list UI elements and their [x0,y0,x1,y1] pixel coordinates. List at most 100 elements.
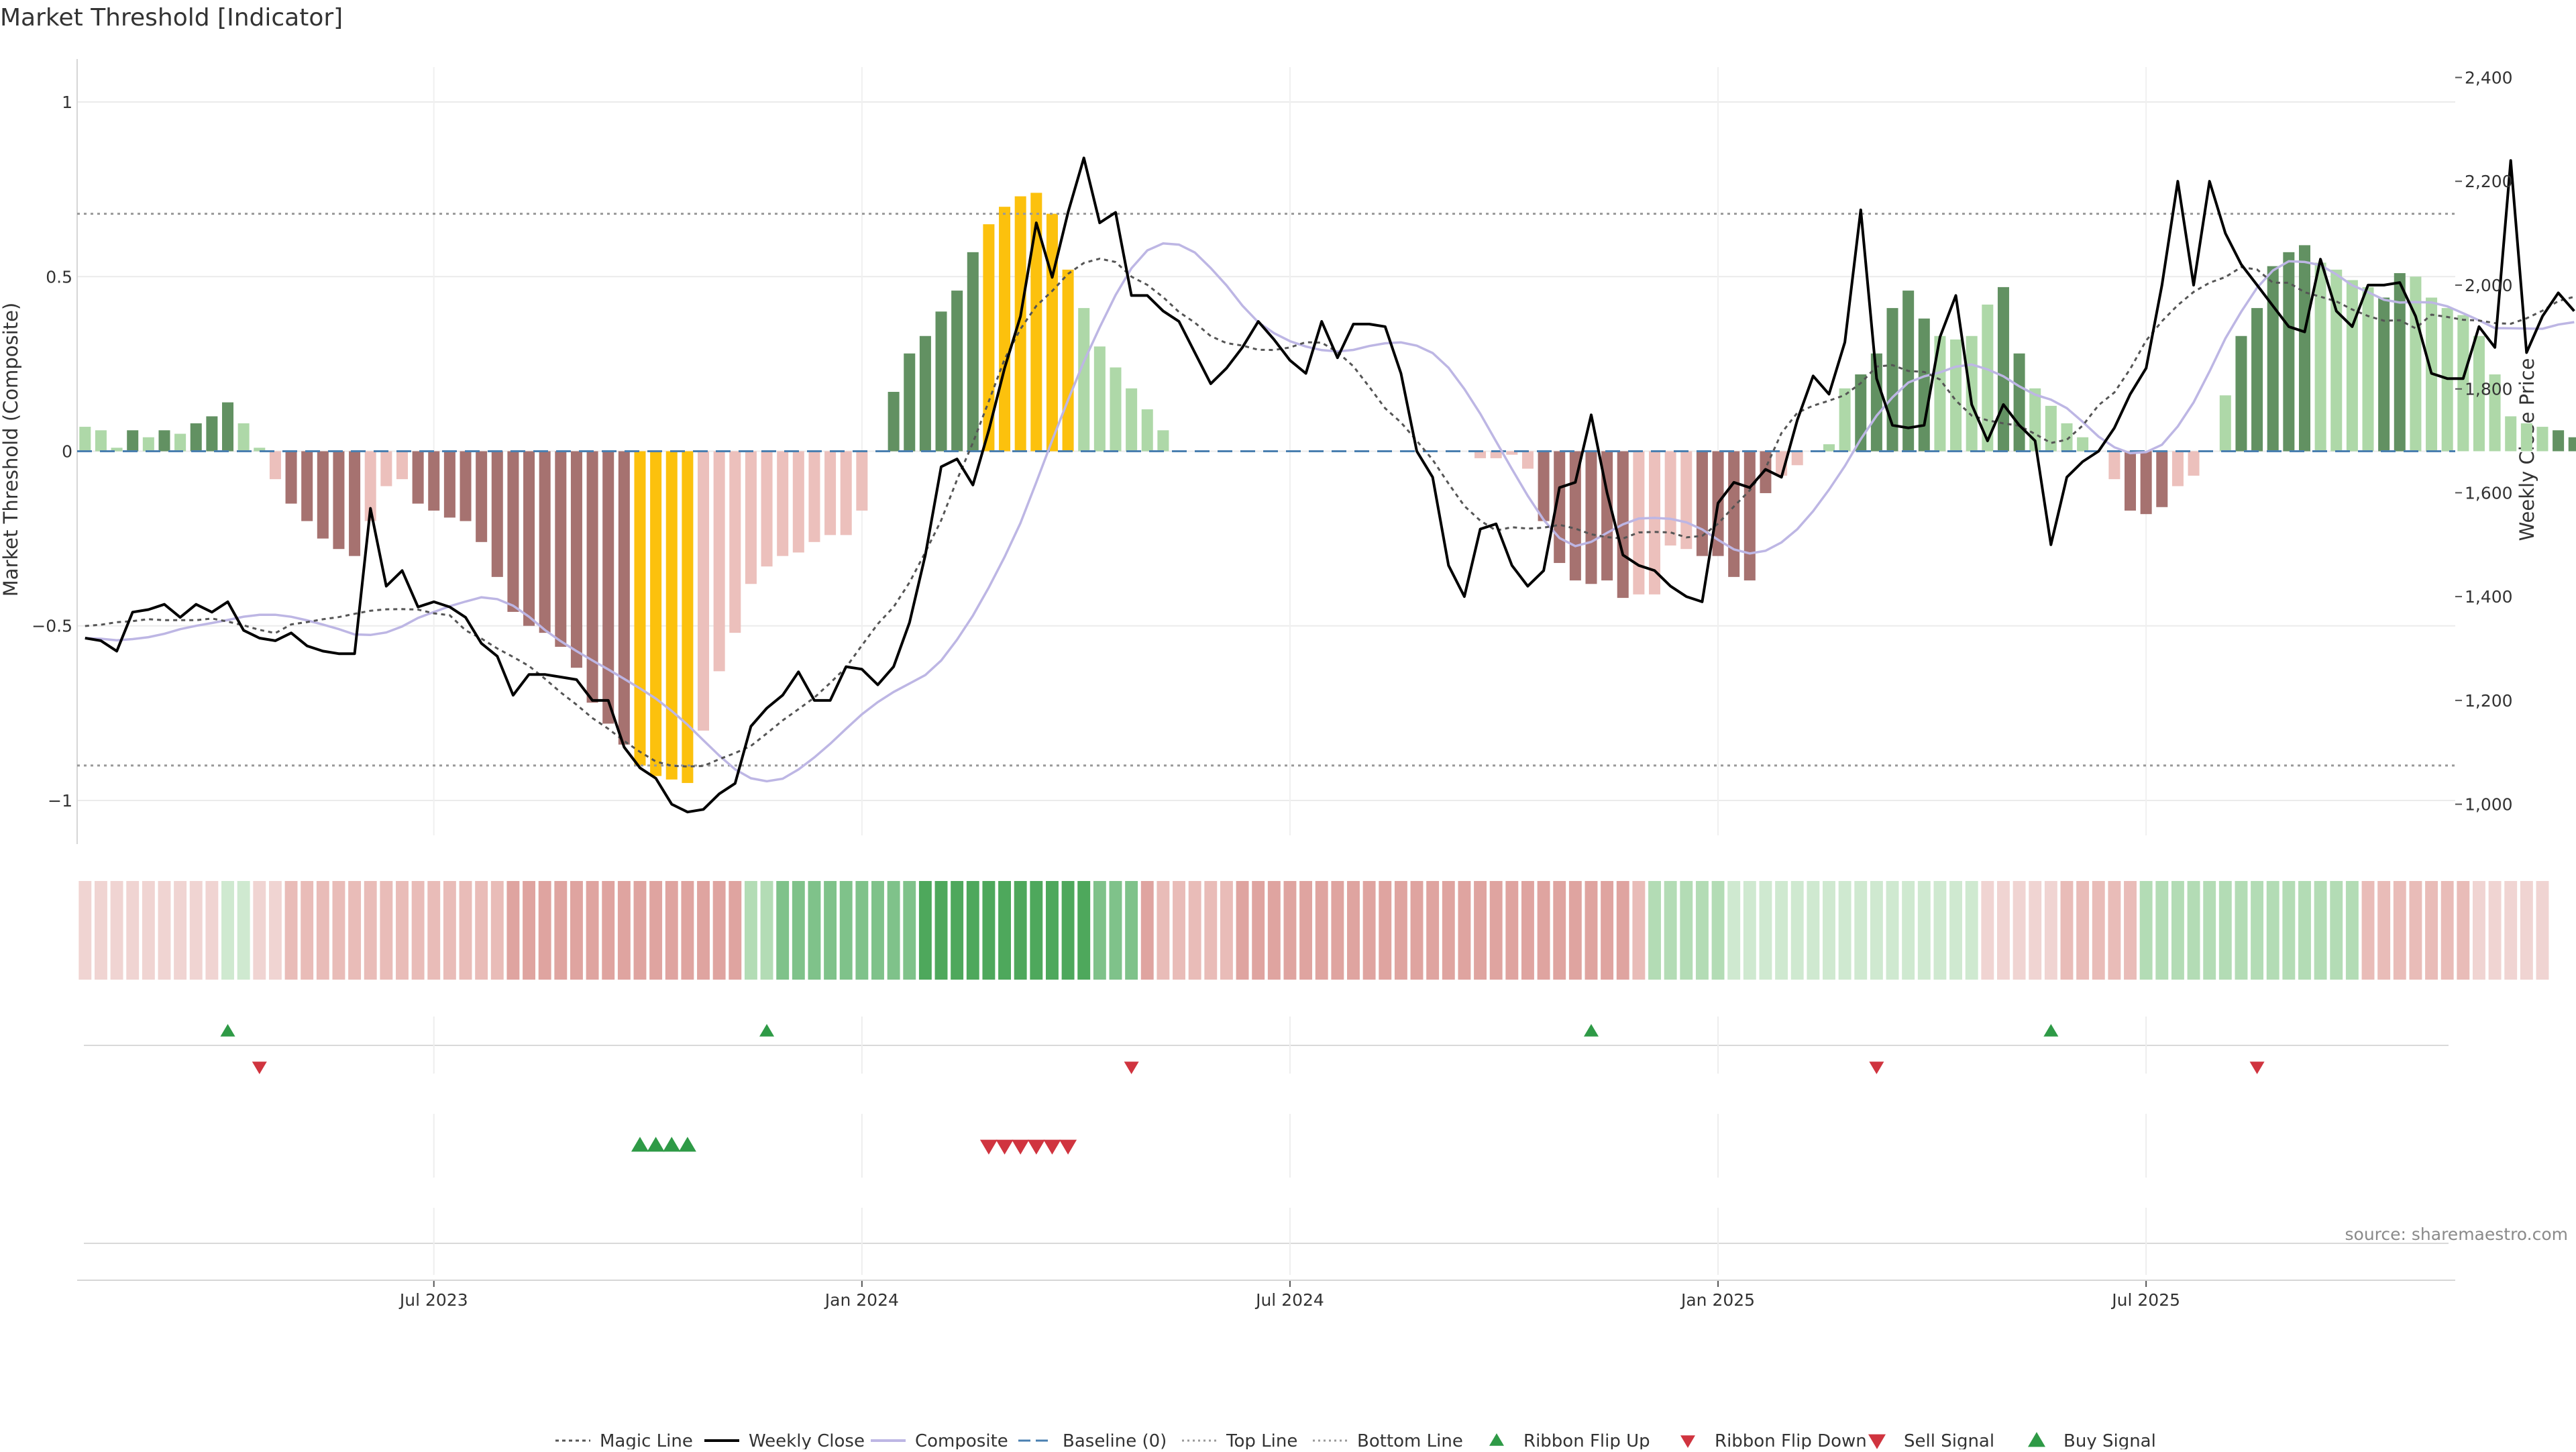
ribbon-segment [2520,881,2533,980]
legend-swatch-flipup [1489,1433,1504,1446]
bars-layer [79,193,2576,783]
threshold-bar [2061,423,2073,452]
threshold-bar [2077,437,2089,452]
ribbon-segment [1521,881,1534,980]
left-axis-label: Market Threshold (Composite) [0,303,22,597]
threshold-bar [491,451,503,577]
threshold-bar [2505,416,2517,452]
legend-item-sell: Sell Signal [1868,1431,1994,1451]
ribbon-segment [1442,881,1455,980]
ribbon-segment [839,881,853,980]
ribbon-segment [2330,881,2343,980]
ribbon-segment [1236,881,1249,980]
threshold-bar [570,451,582,668]
ribbon-segment [808,881,821,980]
ribbon-segment [1933,881,1947,980]
ribbon-segment [523,881,536,980]
threshold-bar [1680,451,1693,550]
threshold-bar [1474,451,1487,458]
threshold-bar [396,451,408,480]
legend-swatch-sell [1868,1434,1886,1449]
threshold-bar [856,451,868,511]
ribbon-segment [1093,881,1106,980]
threshold-bar [2140,451,2152,515]
threshold-bar [2045,405,2057,452]
buy-signal-marker [678,1137,696,1152]
ribbon-segment [712,881,726,980]
threshold-bar [127,430,139,452]
legend-label: Baseline (0) [1063,1431,1167,1449]
ribbon-segment [1902,881,1915,980]
sell-signal-marker [1059,1139,1077,1155]
threshold-bar [1886,308,1898,452]
ribbon-segment [126,881,140,980]
threshold-bar [380,451,392,486]
threshold-bar [1157,430,1169,452]
composite-line [85,242,2575,783]
threshold-bar [1966,335,1978,452]
ribbon-segment [2361,881,2375,980]
sell-signal-marker [996,1139,1014,1155]
ribbon-segment [2171,881,2184,980]
ribbon-segment [1267,881,1281,980]
ribbon-segment [174,881,187,980]
ribbon-segment [2139,881,2153,980]
source-label: source: sharemaestro.com [2345,1225,2569,1244]
left-tick-label: −1 [48,791,72,811]
threshold-bar [2568,437,2576,452]
ribbon-segment [1394,881,1407,980]
threshold-bar [729,451,741,633]
ribbon-segment [1283,881,1297,980]
ribbon-segment [918,881,932,980]
ribbon-segment [1014,881,1027,980]
legend-item-composite: Composite [871,1431,1008,1451]
threshold-bar [539,451,551,633]
ribbon-segment [1680,881,1693,980]
ribbon-segment [617,881,631,980]
ribbon-segment [2044,881,2057,980]
ribbon-segment [2425,881,2438,980]
legend-label: Weekly Close [749,1431,865,1449]
right-tick-label: 1,600 [2465,483,2513,503]
ribbon-segment [1790,881,1804,980]
threshold-bar [1839,388,1851,452]
ribbon-segment [1173,881,1185,980]
legend-item-topline: Top Line [1182,1431,1297,1451]
ribbon-segment [1410,881,1424,980]
threshold-bar [1110,367,1122,452]
ribbon-segment [1775,881,1788,980]
legend-item-flipup: Ribbon Flip Up [1489,1431,1650,1451]
x-tick-label: Jul 2023 [398,1290,468,1310]
ribbon-segment [2012,881,2026,980]
ribbon-segment [2536,881,2549,980]
threshold-bar [618,451,630,745]
threshold-bar [1014,196,1026,452]
sell-signal-marker [1027,1139,1045,1155]
threshold-bar [1490,451,1502,458]
ribbon-segment [1458,881,1471,980]
threshold-bar [285,451,297,504]
ribbon-segment [1125,881,1138,980]
ribbon-segment [1838,881,1851,980]
ribbon-flip-up-marker [2043,1024,2059,1037]
threshold-bar [2378,297,2390,452]
ribbon-segment [538,881,551,980]
ribbon-segment [490,881,504,980]
threshold-bar [317,451,329,539]
ribbon-segment [1379,881,1392,980]
threshold-bar [1934,335,1946,452]
legend-swatch-buy [2028,1432,2045,1447]
threshold-bar [2156,451,2168,507]
buy-signal-marker [631,1137,649,1152]
ribbon-segment [443,881,456,980]
threshold-bar [1126,388,1138,452]
ribbon-segment [2472,881,2485,980]
ribbon-segment [1759,881,1772,980]
left-tick-label: −0.5 [32,617,72,636]
ribbon-segment [602,881,615,980]
ribbon-segment [1632,881,1646,980]
threshold-bar [1585,451,1597,584]
threshold-bar [222,402,234,452]
threshold-bar [412,451,424,504]
ribbon-segment [2203,881,2216,980]
